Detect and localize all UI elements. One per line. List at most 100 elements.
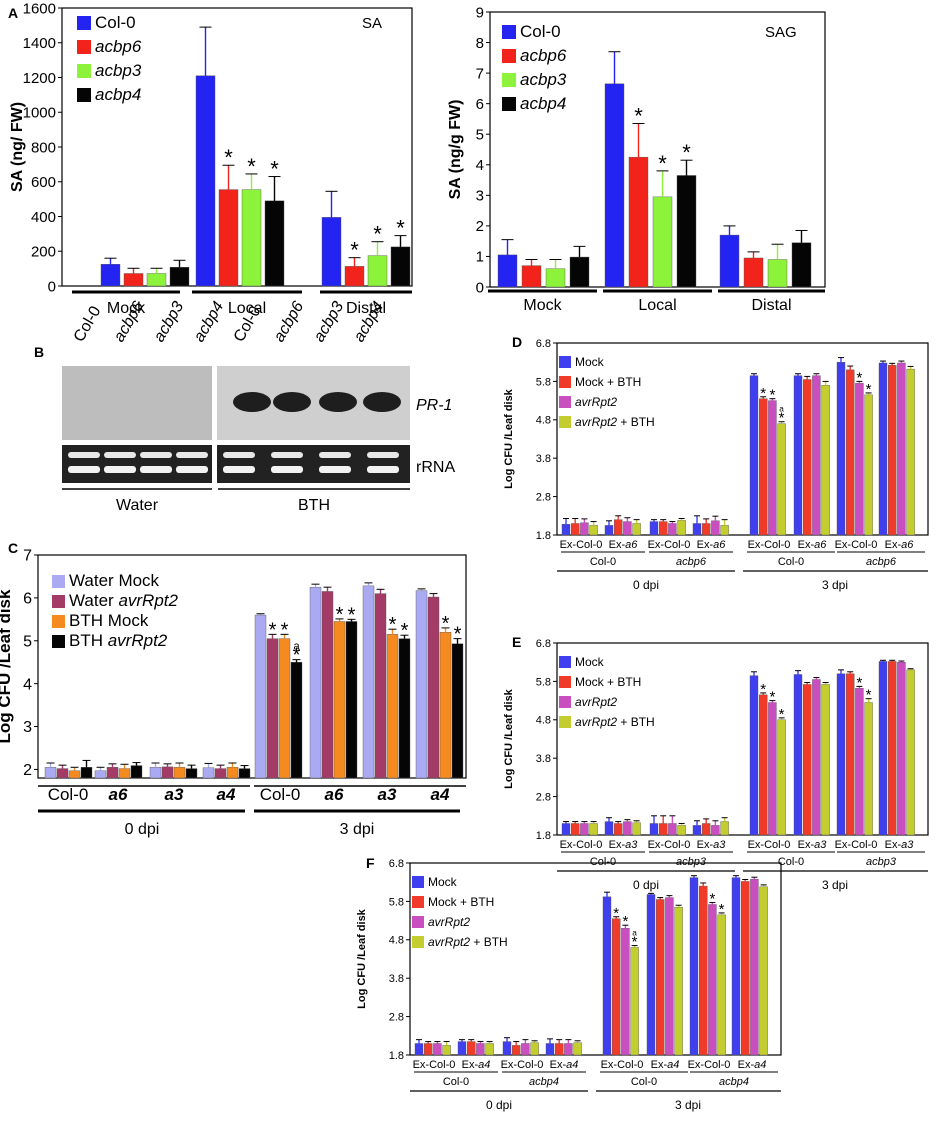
blot-band-label: rRNA [416,459,455,476]
y-tick-label: 4.8 [536,415,551,427]
significance-star: * [622,913,628,930]
bar [321,217,342,287]
category-label: a3 [165,785,184,804]
bar [427,596,440,779]
category-label: Ex-a3 [609,839,639,851]
group-label: 0 dpi [125,821,160,838]
bar [676,175,697,288]
blot-lane-label: acbp4 [191,299,228,345]
bar [741,881,750,1056]
bar [442,1045,451,1056]
chart-annotation: SAG [765,24,797,41]
bar [241,189,262,287]
category-label: Ex-a4 [651,1059,680,1071]
bar [161,766,174,779]
bar [100,264,121,287]
bar [195,75,216,287]
bar [414,1043,424,1056]
bar [485,1043,494,1056]
bar [614,519,623,536]
bar [692,523,702,536]
bar [812,679,821,836]
significance-star: * [247,154,256,179]
bar [226,767,239,779]
y-axis-label: SA (ng/g FW) [447,100,464,200]
bar [218,189,239,287]
bar [386,634,399,779]
blot-bth-rrna-area [217,445,410,483]
bar [767,259,788,288]
blot-rrna-band [367,466,399,473]
significance-star: * [350,238,359,263]
bar [476,1043,485,1056]
significance-star: * [779,706,785,723]
bar [457,1041,467,1056]
panel-label: E [512,634,521,650]
bar [424,1043,433,1056]
blot-rrna-band [319,466,351,473]
bar [878,661,888,836]
genotype-label: acbp4 [529,1076,559,1088]
bar [569,256,590,288]
bar [836,673,846,836]
bar [628,156,649,288]
bar [266,638,279,779]
significance-letter: a [779,405,784,414]
significance-star: * [389,614,397,636]
bar [580,823,589,836]
blot-rrna-band [104,452,136,458]
bar [750,878,759,1056]
y-tick-label: 1.8 [536,530,551,542]
significance-star: * [866,687,872,704]
significance-star: * [634,104,643,129]
y-axis-label: Log CFU /Leaf disk [503,688,515,789]
bar [254,614,267,779]
bar [502,1041,512,1056]
bar [711,520,720,536]
bar [571,523,580,536]
significance-star: * [270,157,279,182]
blot-lane-label: Col-0 [71,303,105,345]
bar [906,669,915,836]
bar [602,896,612,1056]
bar [545,1043,555,1056]
y-tick-label: 7 [476,65,484,82]
category-label: Ex-Col-0 [748,539,791,551]
legend-label: acbp3 [95,61,142,80]
category-label: Ex-Col-0 [748,839,791,851]
bar [864,394,873,536]
group-label: 3 dpi [822,878,848,892]
bar [561,823,571,836]
blot-rrna-band [68,452,100,458]
legend-swatch [77,88,91,102]
legend-swatch [52,615,65,628]
bar [632,822,641,836]
category-label: Mock [107,300,146,317]
bar [604,821,614,836]
significance-star: * [709,891,715,908]
group-label: 0 dpi [633,578,659,592]
significance-star: * [779,410,785,427]
bar [467,1041,476,1056]
category-label: Ex-Col-0 [835,539,878,551]
bar [708,904,717,1056]
bar [749,675,759,836]
bar [169,267,190,287]
significance-star: * [760,385,766,402]
bar [433,1043,442,1056]
y-tick-label: 6 [476,96,484,113]
y-tick-label: 5 [476,126,484,143]
significance-star: * [454,624,462,646]
significance-star: * [336,604,344,626]
bar [367,255,388,287]
genotype-label: acbp4 [719,1076,749,1088]
bar [555,1043,564,1056]
y-tick-label: 5.8 [536,676,551,688]
bar [80,767,93,779]
bar [185,768,198,779]
category-label: Ex-a6 [885,539,915,551]
category-label: Ex-a6 [798,539,828,551]
